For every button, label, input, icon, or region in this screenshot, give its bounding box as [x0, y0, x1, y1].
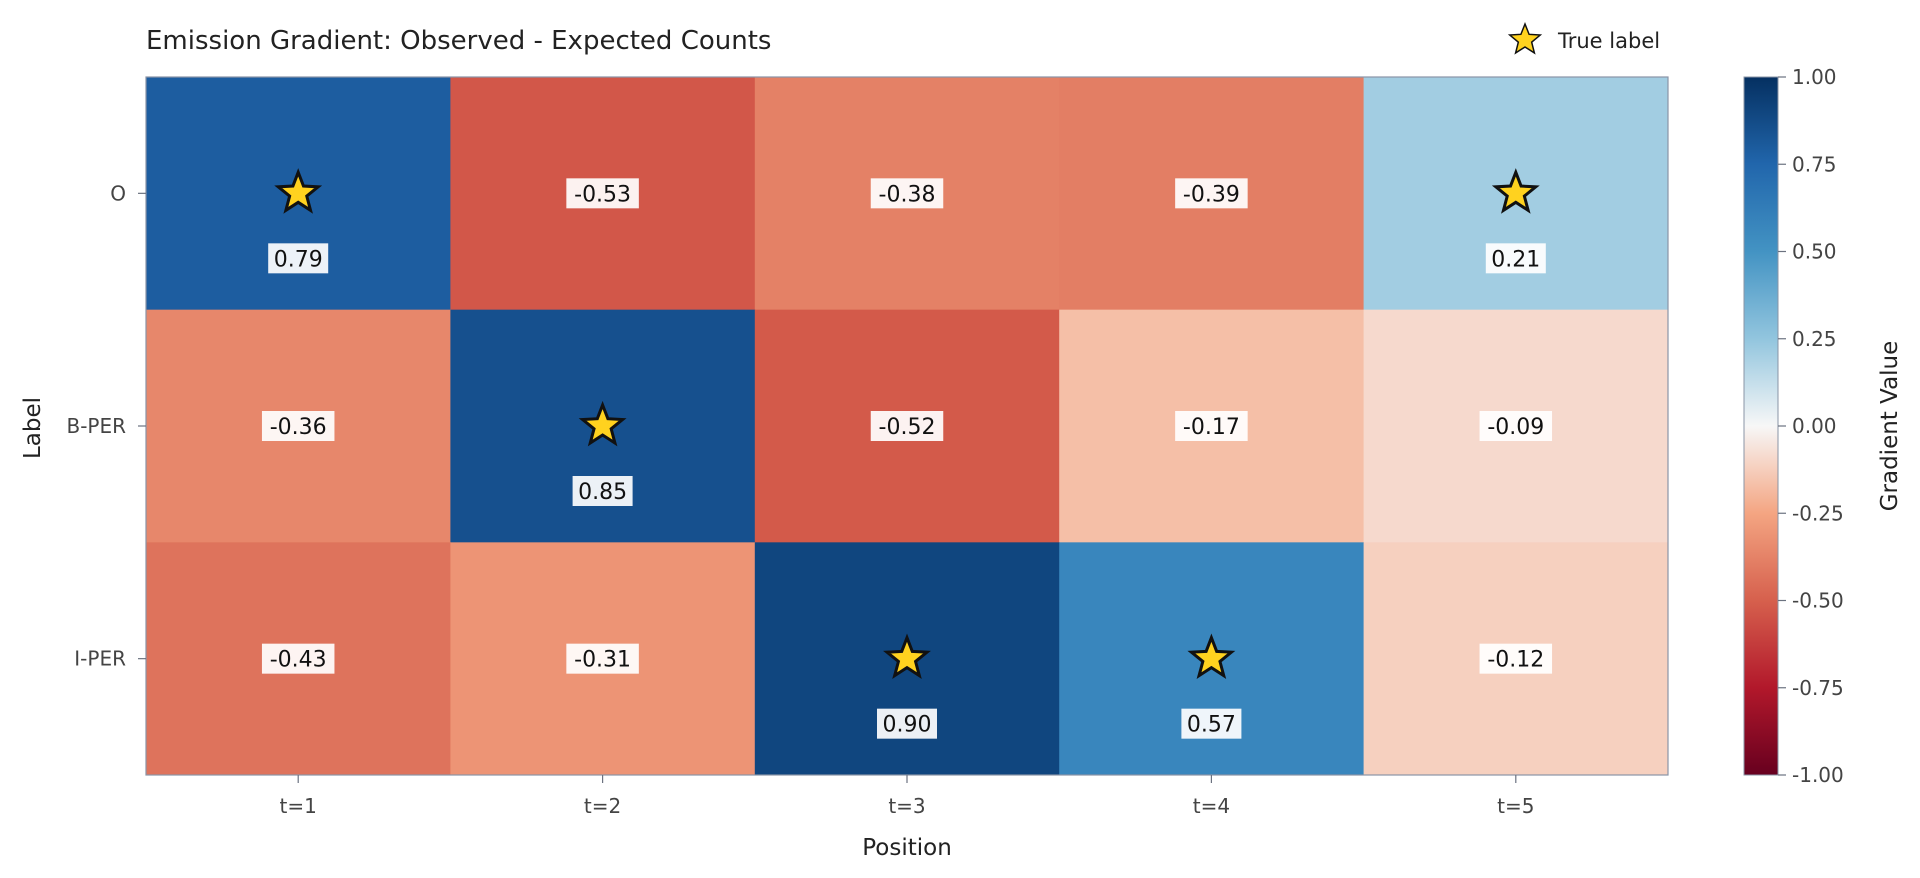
- cell-value-bg: [877, 708, 937, 739]
- cell-value-label: 0.85: [578, 480, 627, 505]
- colorbar-tick-label: -0.50: [1792, 589, 1844, 613]
- cell-value-label: 0.21: [1491, 247, 1540, 272]
- cell-value-bg: [1175, 178, 1248, 209]
- colorbar-tick-label: 1.00: [1792, 65, 1837, 89]
- cell-value-bg: [870, 411, 944, 441]
- cell-value-label: 0.57: [1187, 713, 1236, 738]
- true-label-markers: [274, 168, 1540, 680]
- cell-value-label: -0.36: [270, 415, 327, 440]
- legend: True label: [1507, 21, 1660, 55]
- cell-value-bg: [1479, 411, 1553, 441]
- y-tick-label: I-PER: [74, 647, 126, 671]
- true-label-star-icon: [1187, 633, 1236, 680]
- colorbar-tick-label: -0.25: [1792, 501, 1844, 525]
- cell-value-label: -0.38: [879, 182, 936, 207]
- true-label-star-icon: [274, 168, 323, 214]
- x-tick-label: t=1: [280, 794, 317, 818]
- cell-value-bg: [1479, 643, 1553, 674]
- legend-star-icon: [1507, 21, 1543, 55]
- x-tick-label: t=2: [584, 794, 621, 818]
- colorbar-tick-label: 0.25: [1792, 327, 1837, 351]
- chart-title: Emission Gradient: Observed - Expected C…: [146, 26, 771, 56]
- x-tick-label: t=3: [888, 794, 925, 818]
- cell-value-bg: [566, 178, 639, 209]
- colorbar-label: Gradient Value: [1877, 341, 1903, 512]
- colorbar-tick-label: 0.50: [1792, 240, 1837, 264]
- true-label-star-icon: [883, 633, 931, 680]
- cell-value-bg: [1485, 243, 1546, 274]
- colorbar-tick-label: -1.00: [1792, 763, 1844, 787]
- x-tick-label: t=5: [1497, 794, 1534, 818]
- x-tick-label: t=4: [1193, 794, 1230, 818]
- legend-label: True label: [1557, 29, 1660, 53]
- cell-value-label: 0.90: [883, 713, 932, 738]
- cell-value-bg: [572, 476, 633, 506]
- colorbar: [1743, 76, 1779, 776]
- x-axis-ticks: t=1 t=2 t=3 t=4 t=5: [280, 775, 1534, 818]
- y-tick-label: O: [110, 181, 126, 205]
- cell-value-label: -0.31: [574, 648, 631, 673]
- cell-value-bg: [268, 243, 329, 274]
- x-axis-label: Position: [862, 835, 952, 861]
- cell-value-label: -0.52: [879, 415, 936, 440]
- y-axis-label: Label: [20, 397, 46, 459]
- colorbar-tick-label: 0.00: [1792, 414, 1837, 438]
- colorbar-tick-label: -0.75: [1792, 676, 1844, 700]
- true-label-star-icon: [578, 400, 627, 447]
- cell-value-label: 0.79: [274, 247, 323, 272]
- y-tick-label: B-PER: [66, 414, 126, 438]
- colorbar-tick-label: 0.75: [1792, 152, 1837, 176]
- cell-value-bg: [261, 643, 335, 674]
- cell-value-labels: 0.79 -0.53 -0.38 -0.39 0.21 -0.36 0.85 -0.52 -0.…: [261, 178, 1553, 739]
- cell-value-label: -0.43: [270, 648, 327, 673]
- cell-value-label: -0.12: [1487, 648, 1544, 673]
- cell-value-bg: [1181, 708, 1242, 739]
- colorbar-ticks: 1.00 0.75 0.50 0.25 0.00 -0.25 -0.50 -0.75 -1.00: [1778, 65, 1844, 787]
- cell-value-label: -0.39: [1183, 182, 1240, 207]
- cell-value-label: -0.17: [1183, 415, 1240, 440]
- y-axis-ticks: O B-PER I-PER: [66, 181, 146, 671]
- cell-value-bg: [566, 643, 639, 674]
- cell-value-label: -0.53: [574, 182, 631, 207]
- cell-value-bg: [261, 411, 335, 441]
- cell-value-bg: [870, 178, 944, 209]
- cell-value-bg: [1175, 411, 1248, 441]
- cell-value-label: -0.09: [1487, 415, 1544, 440]
- true-label-star-icon: [1491, 168, 1540, 214]
